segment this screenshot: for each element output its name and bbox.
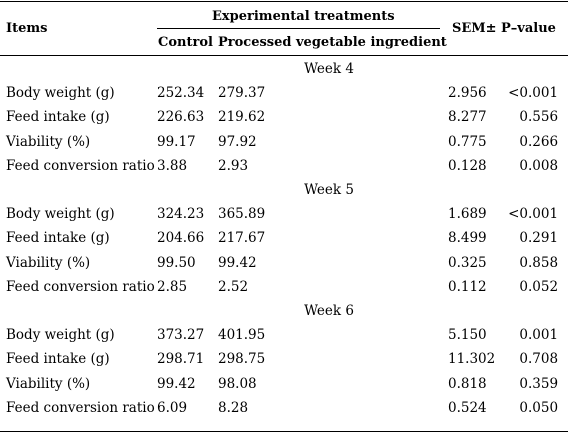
processed-cell: 97.92 bbox=[218, 133, 257, 150]
pvalue-cell: 0.008 bbox=[519, 157, 559, 174]
sem-cell: 0.818 bbox=[448, 375, 487, 392]
week-row: Week 6 bbox=[0, 299, 568, 323]
table-row: Viability (%) 99.50 99.42 0.325 0.858 bbox=[0, 251, 568, 275]
table-row: Feed conversion ratio 3.88 2.93 0.128 0.008 bbox=[0, 154, 568, 178]
pvalue-cell: 0.359 bbox=[519, 375, 559, 392]
control-cell: 99.17 bbox=[157, 133, 196, 150]
item-cell: Viability (%) bbox=[6, 254, 91, 271]
control-cell: 298.71 bbox=[157, 351, 205, 368]
week-row: Week 5 bbox=[0, 178, 568, 202]
sem-cell: 0.524 bbox=[448, 399, 487, 416]
item-cell: Feed conversion ratio bbox=[6, 399, 155, 416]
sem-cell: 11.302 bbox=[448, 351, 496, 368]
table-row: Body weight (g) 373.27 401.95 5.150 0.001 bbox=[0, 323, 568, 347]
pvalue-cell: 0.001 bbox=[519, 327, 559, 344]
item-cell: Viability (%) bbox=[6, 133, 91, 150]
processed-cell: 99.42 bbox=[218, 254, 257, 271]
table-row: Feed intake (g) 204.66 217.67 8.499 0.291 bbox=[0, 226, 568, 250]
pvalue-cell: 0.052 bbox=[519, 278, 559, 295]
control-cell: 252.34 bbox=[157, 85, 205, 102]
processed-cell: 365.89 bbox=[218, 206, 266, 223]
table-row: Feed intake (g) 226.63 219.62 8.277 0.556 bbox=[0, 105, 568, 129]
header-control: Control bbox=[158, 35, 213, 50]
control-cell: 373.27 bbox=[157, 327, 205, 344]
control-cell: 3.88 bbox=[157, 157, 188, 174]
table-row: Feed conversion ratio 2.85 2.52 0.112 0.052 bbox=[0, 275, 568, 299]
table-row: Viability (%) 99.42 98.08 0.818 0.359 bbox=[0, 371, 568, 395]
item-cell: Feed intake (g) bbox=[6, 351, 110, 368]
processed-cell: 298.75 bbox=[218, 351, 266, 368]
control-cell: 99.50 bbox=[157, 254, 196, 271]
control-cell: 324.23 bbox=[157, 206, 205, 223]
table-row: Feed conversion ratio 6.09 8.28 0.524 0.050 bbox=[0, 396, 568, 420]
header-rule bbox=[0, 55, 568, 56]
processed-cell: 217.67 bbox=[218, 230, 266, 247]
sem-cell: 0.775 bbox=[448, 133, 487, 150]
table-row: Viability (%) 99.17 97.92 0.775 0.266 bbox=[0, 130, 568, 154]
pvalue-cell: 0.708 bbox=[519, 351, 559, 368]
item-cell: Feed conversion ratio bbox=[6, 157, 155, 174]
header-processed: Processed vegetable ingredient bbox=[218, 35, 447, 50]
sem-cell: 1.689 bbox=[448, 206, 487, 223]
processed-cell: 2.52 bbox=[218, 278, 249, 295]
pvalue-cell: 0.556 bbox=[519, 109, 559, 126]
top-rule bbox=[0, 1, 568, 2]
pvalue-cell: 0.266 bbox=[519, 133, 559, 150]
sem-cell: 0.112 bbox=[448, 278, 487, 295]
control-cell: 204.66 bbox=[157, 230, 205, 247]
sem-cell: 5.150 bbox=[448, 327, 487, 344]
control-cell: 226.63 bbox=[157, 109, 205, 126]
processed-cell: 98.08 bbox=[218, 375, 257, 392]
pvalue-cell: 0.858 bbox=[519, 254, 559, 271]
sem-cell: 0.325 bbox=[448, 254, 487, 271]
processed-cell: 401.95 bbox=[218, 327, 266, 344]
header-sem: SEM± bbox=[452, 21, 497, 36]
week-label: Week 6 bbox=[304, 302, 354, 319]
sem-cell: 0.128 bbox=[448, 157, 487, 174]
header-experimental-treatments: Experimental treatments bbox=[212, 9, 395, 24]
control-cell: 99.42 bbox=[157, 375, 196, 392]
control-cell: 6.09 bbox=[157, 399, 188, 416]
item-cell: Viability (%) bbox=[6, 375, 91, 392]
results-table: Week 4 Body weight (g) 252.34 279.37 2.956 <0… bbox=[0, 57, 568, 420]
item-cell: Feed conversion ratio bbox=[6, 278, 155, 295]
pvalue-cell: 0.050 bbox=[519, 399, 559, 416]
control-cell: 2.85 bbox=[157, 278, 188, 295]
processed-cell: 219.62 bbox=[218, 109, 266, 126]
item-cell: Feed intake (g) bbox=[6, 230, 110, 247]
item-cell: Body weight (g) bbox=[6, 206, 115, 223]
sem-cell: 8.499 bbox=[448, 230, 487, 247]
sem-cell: 8.277 bbox=[448, 109, 487, 126]
table-row: Body weight (g) 252.34 279.37 2.956 <0.001 bbox=[0, 81, 568, 105]
week-row: Week 4 bbox=[0, 57, 568, 81]
table-row: Body weight (g) 324.23 365.89 1.689 <0.001 bbox=[0, 202, 568, 226]
table-row: Feed intake (g) 298.71 298.75 11.302 0.708 bbox=[0, 347, 568, 371]
processed-cell: 279.37 bbox=[218, 85, 266, 102]
pvalue-cell: <0.001 bbox=[508, 85, 559, 102]
processed-cell: 2.93 bbox=[218, 157, 249, 174]
header-pvalue: P–value bbox=[501, 21, 556, 36]
week-label: Week 4 bbox=[304, 61, 354, 78]
pvalue-cell: <0.001 bbox=[508, 206, 559, 223]
processed-cell: 8.28 bbox=[218, 399, 249, 416]
item-cell: Feed intake (g) bbox=[6, 109, 110, 126]
treatments-rule bbox=[157, 28, 440, 29]
sem-cell: 2.956 bbox=[448, 85, 487, 102]
item-cell: Body weight (g) bbox=[6, 85, 115, 102]
bottom-rule bbox=[0, 431, 568, 432]
pvalue-cell: 0.291 bbox=[519, 230, 559, 247]
week-label: Week 5 bbox=[304, 182, 354, 199]
item-cell: Body weight (g) bbox=[6, 327, 115, 344]
header-items: Items bbox=[6, 21, 48, 36]
